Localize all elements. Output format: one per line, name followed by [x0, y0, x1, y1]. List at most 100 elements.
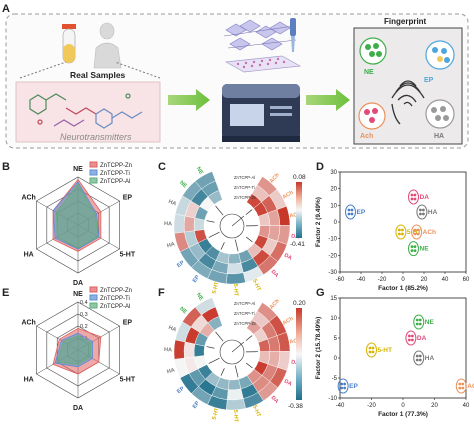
- heatmap-sample-label: HA: [166, 241, 175, 249]
- y-tick-label: -5: [332, 376, 338, 382]
- cluster-point: [343, 382, 347, 386]
- dendrogram-branch: [220, 368, 225, 376]
- pipette-icon: [290, 18, 296, 52]
- cluster-ellipse: [413, 350, 425, 366]
- radar-axis-label: DA: [73, 280, 83, 287]
- cluster-point: [350, 208, 354, 212]
- x-tick-label: 40: [463, 403, 470, 409]
- neurotransmitter-box: [15, 81, 161, 143]
- panel-letter-a: A: [2, 3, 10, 15]
- y-tick-label: 15: [330, 296, 337, 302]
- y-tick-label: -30: [328, 270, 337, 276]
- x-tick-label: 0: [401, 277, 405, 283]
- radar-tick-label: 0.3: [80, 312, 88, 318]
- cluster-point: [413, 245, 417, 249]
- cluster-point: [347, 208, 351, 212]
- cluster-ellipse: [337, 378, 349, 394]
- sample-tube-icon: [62, 24, 76, 64]
- heatmap-sample-label: 5-HT: [211, 407, 220, 421]
- heatmap-sample-label: HA: [164, 221, 172, 227]
- heatmap-cell: [225, 272, 246, 285]
- heatmap-ring-label: ZnTCPP-Zn: [234, 321, 257, 326]
- radar-legend-swatch: [89, 161, 98, 168]
- x-axis-label: Factor 1 (77.3%): [378, 411, 428, 418]
- cluster-point: [415, 358, 419, 362]
- cluster-point: [418, 354, 422, 358]
- panel-letter-d: D: [316, 161, 324, 173]
- y-axis-label: Factor 2 (15.78.49%): [315, 317, 322, 380]
- x-tick-label: 20: [431, 403, 438, 409]
- heatmap-cell: [173, 339, 186, 360]
- radar-legend-label: ZnTCPP-Zn: [100, 163, 132, 169]
- y-tick-label: 0: [334, 356, 338, 362]
- x-axis-label: Factor 1 (85.2%): [378, 285, 428, 292]
- cluster-label: HA: [425, 355, 435, 362]
- cluster-label: 5-HT: [407, 229, 421, 236]
- dendrogram-branch: [231, 215, 245, 227]
- heatmap-sample-label: ACh: [269, 172, 281, 185]
- cluster-point: [410, 334, 414, 338]
- cluster-point: [410, 249, 414, 253]
- radar-axis-label: 5-HT: [120, 377, 136, 384]
- cluster-point: [419, 212, 422, 216]
- cluster-ne-label: NE: [364, 69, 374, 76]
- cluster-ne-icon: [359, 37, 387, 65]
- dendrogram-branch: [245, 236, 253, 243]
- y-tick-label: -20: [328, 253, 337, 259]
- cluster-point: [343, 386, 347, 390]
- cluster-ellipse: [408, 189, 419, 205]
- heatmap-sample-label: HA: [164, 347, 172, 353]
- colorbar-f-min: -0.38: [288, 403, 303, 410]
- radar-axis-label: EP: [123, 320, 133, 327]
- cluster-point: [398, 228, 401, 232]
- cluster-ellipse: [366, 342, 377, 358]
- dendrogram: [206, 331, 259, 378]
- heatmap-ring-label: ZnTCPP-Ti: [234, 311, 255, 316]
- x-tick-label: -40: [357, 277, 366, 283]
- dendrogram: [206, 205, 259, 252]
- cluster-ha-label: HA: [434, 133, 444, 140]
- y-tick-label: 0: [334, 220, 338, 226]
- y-tick-label: 10: [330, 316, 337, 322]
- x-tick-label: 0: [401, 403, 405, 409]
- heatmap-sample-label: ACh: [282, 190, 295, 201]
- dendrogram-branch: [206, 220, 215, 223]
- dendrogram-branch: [231, 341, 245, 353]
- heatmap-cell: [227, 378, 242, 391]
- panel-letter-c: C: [158, 161, 166, 173]
- fingerprint-title: Fingerprint: [384, 17, 427, 26]
- lda-plot-g: -40 -20 0 20 40 -10 -5 0 5 10 15 Factor 1 (77.3%) Fa…: [315, 296, 474, 418]
- heatmap-ring-label: ZnTCPP-Ti: [234, 185, 255, 190]
- cluster-ellipse: [411, 224, 423, 240]
- radar-legend-swatch: [89, 294, 98, 301]
- cluster-label: HA: [428, 209, 438, 216]
- heatmap-sample-label: NE: [195, 292, 204, 302]
- neurotransmitters-label: Neurotransmitters: [60, 132, 132, 142]
- x-tick-label: 40: [442, 277, 449, 283]
- cluster-point: [401, 228, 404, 232]
- x-tick-label: 60: [463, 277, 470, 283]
- cluster-point: [422, 208, 425, 212]
- radar-chart-b: NE EP 5-HT DA HA ACh ZnTCPP-Zn ZnTCPP-Ti ZnTCPP-…: [21, 161, 136, 287]
- y-axis-label: Factor 2 (9.49%): [315, 197, 322, 247]
- molecule-structures-icon: [29, 93, 143, 129]
- cluster-point: [418, 318, 422, 322]
- cluster-ellipse: [405, 330, 417, 346]
- cluster-ep-label: EP: [424, 77, 434, 84]
- cluster-point: [415, 354, 419, 358]
- process-arrow-1: [168, 89, 210, 111]
- cluster-label: 5-HT: [378, 347, 392, 354]
- cluster-point: [347, 212, 351, 216]
- colorbar-f: [296, 308, 302, 400]
- dendrogram-branch: [220, 242, 225, 250]
- cluster-label: EP: [357, 209, 366, 216]
- cluster-label: DA: [420, 194, 430, 201]
- heatmap-cell: [226, 262, 244, 275]
- heatmap-sample-label: EP: [192, 274, 201, 284]
- cluster-ellipse: [345, 204, 356, 220]
- heatmap-ring-label: ZnTCPP-Al: [234, 301, 255, 306]
- cluster-ellipse: [455, 378, 467, 394]
- radar-series-3: [55, 183, 99, 249]
- dendrogram-branch: [215, 205, 224, 216]
- cluster-label: DA: [417, 335, 427, 342]
